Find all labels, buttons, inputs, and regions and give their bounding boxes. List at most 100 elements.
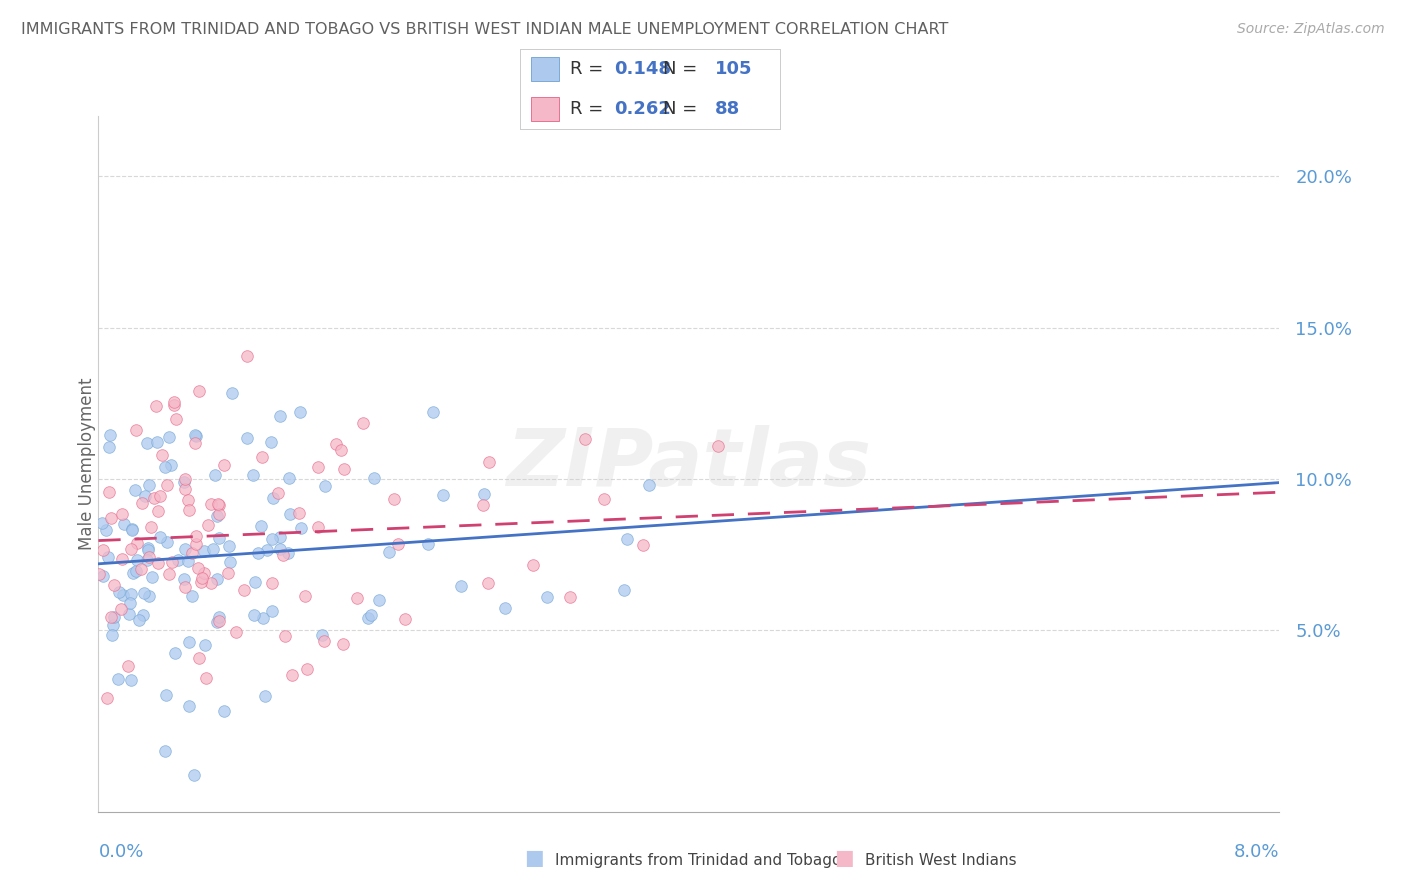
Point	[142, 491, 165, 505]
Point	[242, 607, 264, 622]
Point	[290, 521, 312, 535]
Point	[418, 537, 440, 551]
Text: ■: ■	[834, 848, 853, 868]
Point	[450, 579, 472, 593]
Point	[311, 628, 333, 642]
Text: 105: 105	[716, 60, 752, 78]
Text: British West Indians: British West Indians	[865, 853, 1017, 868]
Point	[162, 556, 184, 570]
Point	[148, 504, 170, 518]
Point	[157, 430, 180, 444]
Point	[288, 507, 311, 521]
Point	[98, 428, 121, 442]
Point	[277, 546, 299, 560]
Point	[208, 614, 231, 628]
Point	[87, 566, 110, 581]
Point	[166, 553, 188, 567]
Point	[91, 569, 114, 583]
Point	[103, 610, 125, 624]
Point	[246, 546, 269, 560]
Text: 0.148: 0.148	[614, 60, 671, 78]
Text: Source: ZipAtlas.com: Source: ZipAtlas.com	[1237, 22, 1385, 37]
Point	[177, 503, 200, 517]
Point	[125, 564, 148, 578]
Point	[235, 431, 257, 445]
Point	[312, 634, 335, 648]
Point	[494, 601, 516, 615]
Point	[103, 578, 125, 592]
Point	[145, 435, 167, 450]
Point	[387, 537, 409, 551]
Point	[260, 604, 283, 618]
Point	[176, 493, 198, 508]
Point	[120, 673, 142, 687]
Point	[135, 552, 157, 566]
Point	[208, 531, 231, 545]
Point	[124, 483, 146, 497]
Point	[242, 468, 264, 483]
Point	[184, 436, 207, 450]
Point	[193, 566, 215, 581]
Point	[136, 543, 159, 558]
Point	[616, 532, 638, 546]
FancyBboxPatch shape	[530, 97, 560, 121]
Point	[352, 416, 374, 430]
Point	[212, 705, 235, 719]
Point	[141, 570, 163, 584]
Point	[194, 639, 217, 653]
Point	[118, 607, 141, 621]
Point	[592, 492, 614, 507]
Point	[262, 491, 284, 505]
Point	[207, 507, 229, 521]
Point	[111, 508, 134, 522]
Point	[188, 651, 211, 665]
Point	[111, 552, 134, 566]
Point	[472, 498, 495, 512]
Point	[148, 556, 170, 570]
Point	[129, 562, 152, 576]
Point	[174, 580, 197, 594]
Point	[260, 533, 283, 547]
Text: N =: N =	[664, 100, 703, 119]
Point	[121, 566, 143, 580]
Point	[181, 546, 204, 560]
Point	[269, 409, 291, 424]
Point	[332, 637, 354, 651]
Point	[250, 450, 273, 464]
Point	[184, 427, 207, 442]
Point	[314, 479, 336, 493]
Point	[187, 384, 209, 399]
Point	[138, 549, 160, 564]
Point	[160, 458, 183, 472]
Text: R =: R =	[569, 60, 609, 78]
Point	[191, 571, 214, 585]
FancyBboxPatch shape	[530, 57, 560, 81]
Point	[184, 537, 207, 551]
Point	[613, 583, 636, 598]
Point	[96, 523, 118, 537]
Point	[200, 497, 222, 511]
Point	[522, 558, 544, 572]
Point	[149, 530, 172, 544]
Point	[207, 508, 229, 523]
Point	[121, 522, 143, 536]
Point	[378, 545, 401, 559]
Point	[177, 698, 200, 713]
Point	[97, 550, 120, 565]
Point	[233, 583, 256, 598]
Text: ZIPatlas: ZIPatlas	[506, 425, 872, 503]
Point	[153, 459, 176, 474]
Point	[325, 437, 347, 451]
Point	[163, 398, 186, 412]
Point	[212, 458, 235, 473]
Point	[574, 432, 596, 446]
Point	[98, 485, 121, 500]
Text: 8.0%: 8.0%	[1234, 843, 1279, 861]
Point	[204, 467, 226, 482]
Point	[256, 543, 278, 558]
Point	[219, 555, 242, 569]
Point	[262, 576, 284, 591]
Point	[101, 617, 124, 632]
Point	[478, 455, 501, 469]
Point	[101, 628, 124, 642]
